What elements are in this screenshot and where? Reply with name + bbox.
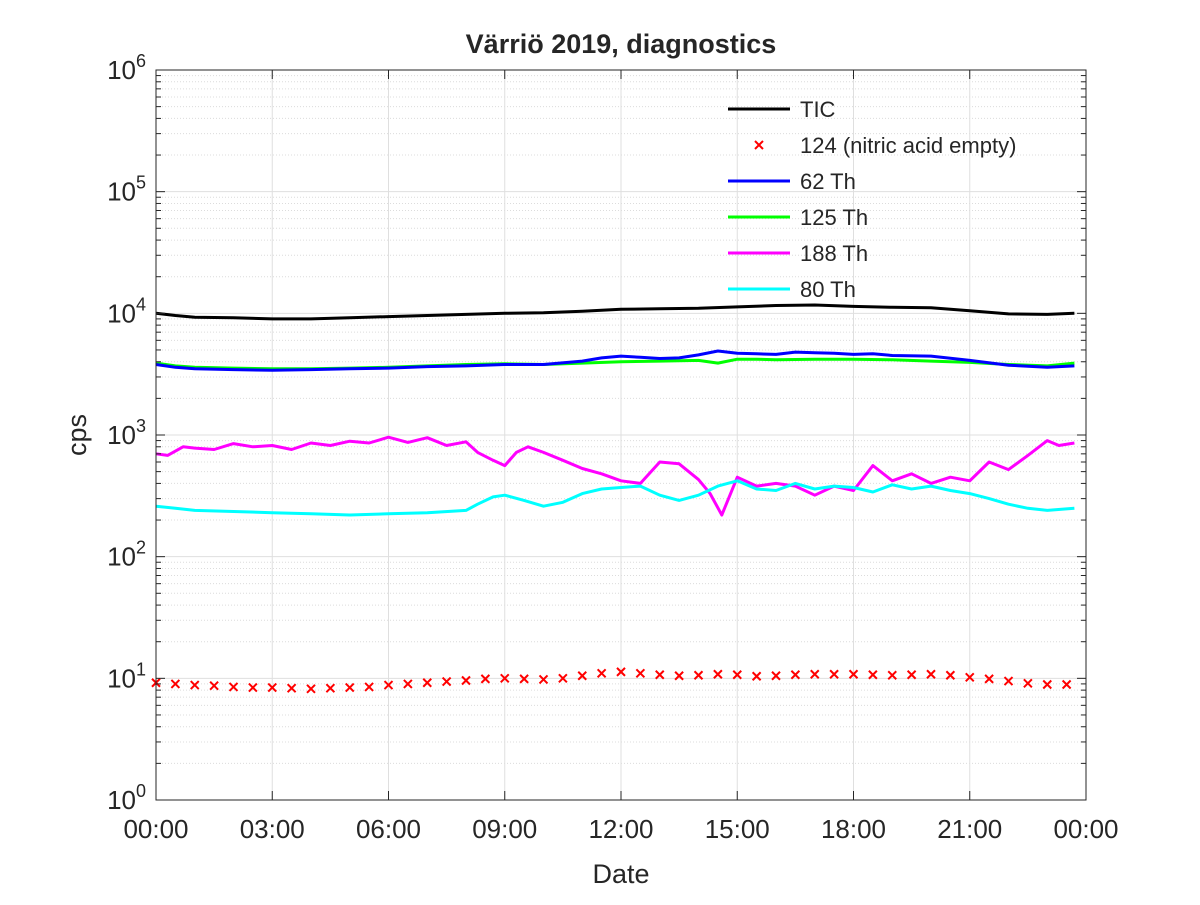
data-point-marker [616, 667, 626, 677]
legend-marker [754, 140, 764, 150]
data-point-marker [209, 680, 219, 691]
data-point-marker [926, 669, 936, 679]
y-tick-label: 101 [107, 659, 146, 693]
series-line-80 [155, 479, 1075, 517]
x-tick-label: 12:00 [588, 814, 653, 844]
data-point-marker [403, 679, 413, 689]
x-tick-label: 21:00 [937, 814, 1002, 844]
legend-label: 124 (nitric acid empty) [800, 133, 1016, 158]
data-point-marker [306, 684, 316, 694]
data-point-marker [286, 683, 297, 693]
data-point-marker [577, 671, 587, 681]
y-tick-label: 102 [107, 538, 146, 572]
data-point-marker [771, 671, 781, 681]
data-point-marker [500, 673, 510, 684]
data-point-marker [693, 670, 704, 680]
series-line-188 [155, 435, 1075, 517]
chart-title: Värriö 2019, diagnostics [466, 29, 777, 59]
data-point-marker [325, 683, 336, 693]
data-point-marker [248, 682, 258, 693]
data-point-marker [848, 669, 859, 679]
data-point-marker [945, 670, 956, 680]
data-point-marker [480, 674, 491, 684]
y-tick-labels: 100 101 102 103 104 105 106 [107, 51, 146, 815]
data-point-marker [422, 678, 432, 688]
x-tick-labels: 00:00 03:00 06:00 09:00 12:00 15:00 18:00 21:00… [123, 814, 1118, 844]
data-point-marker [383, 680, 394, 690]
data-point-marker [984, 674, 994, 684]
x-tick-label: 09:00 [472, 814, 537, 844]
data-point-marker [364, 682, 374, 692]
y-tick-label: 103 [107, 416, 146, 450]
x-tick-label: 06:00 [356, 814, 421, 844]
y-axis-label: cps [62, 414, 92, 456]
data-point-marker [596, 668, 607, 679]
data-point-marker [190, 680, 200, 690]
data-point-marker [441, 676, 452, 687]
data-point-marker [732, 670, 742, 680]
y-tick-label: 105 [107, 173, 146, 207]
x-tick-label: 18:00 [821, 814, 886, 844]
data-point-marker [868, 670, 878, 680]
data-point-marker [538, 674, 549, 685]
series-layer [151, 303, 1075, 694]
data-point-marker [965, 672, 975, 682]
data-point-marker [829, 669, 839, 679]
data-point-marker [170, 679, 181, 689]
data-point-marker [790, 670, 801, 680]
series-line-tic [155, 303, 1075, 321]
data-point-marker [906, 670, 917, 680]
y-tick-label: 106 [107, 51, 146, 85]
legend: TIC 124 (nitric acid empty) 62 Th 125 Th 188… [728, 97, 1016, 302]
y-tick-label: 104 [107, 294, 146, 328]
legend-label: 80 Th [800, 277, 856, 302]
x-tick-label: 15:00 [705, 814, 770, 844]
data-point-marker [519, 674, 529, 684]
data-point-marker [887, 670, 897, 680]
data-point-marker [751, 671, 762, 681]
tick-marks [155, 69, 1087, 801]
data-point-marker [655, 670, 665, 680]
x-axis-label: Date [592, 859, 649, 889]
data-point-marker [713, 669, 723, 679]
x-tick-label: 00:00 [1053, 814, 1118, 844]
data-point-marker [228, 682, 239, 692]
data-point-marker [810, 669, 820, 679]
x-tick-label: 00:00 [123, 814, 188, 844]
data-point-marker [267, 682, 277, 693]
data-point-marker [635, 668, 646, 679]
series-line-62 [155, 349, 1075, 372]
series-124-markers [151, 667, 1072, 694]
data-point-marker [1003, 676, 1014, 686]
data-point-marker [558, 673, 568, 684]
data-point-marker [345, 682, 355, 693]
legend-label: 62 Th [800, 169, 856, 194]
data-point-marker [1061, 679, 1072, 690]
data-point-marker [674, 671, 684, 681]
data-point-marker [1042, 679, 1052, 690]
legend-label: TIC [800, 97, 836, 122]
legend-label: 125 Th [800, 205, 868, 230]
data-point-marker [1023, 678, 1033, 689]
y-tick-label: 100 [107, 781, 146, 815]
data-point-marker [461, 675, 471, 686]
legend-label: 188 Th [800, 241, 868, 266]
x-tick-label: 03:00 [240, 814, 305, 844]
